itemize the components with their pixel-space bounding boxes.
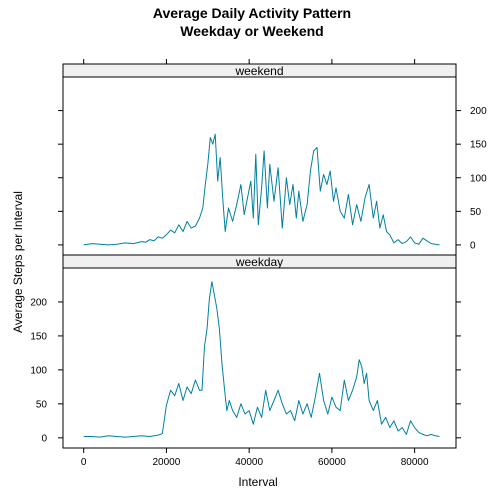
panel-weekday: weekday [62, 254, 457, 449]
strip-label-weekday: weekday [235, 255, 283, 269]
y-axis-label: Average Steps per Interval [11, 191, 25, 333]
y-tick-label-weekday-50: 50 [36, 399, 48, 410]
x-tick-label-40000: 40000 [235, 457, 263, 468]
x-tick-label-0: 0 [81, 457, 87, 468]
x-tick-label-80000: 80000 [401, 457, 429, 468]
y-tick-label-weekday-200: 200 [30, 297, 47, 308]
y-tick-label-weekday-100: 100 [30, 365, 47, 376]
y-tick-label-weekday-150: 150 [30, 331, 47, 342]
y-tick-label-weekend-200: 200 [470, 106, 487, 117]
series-line-weekend [83, 133, 440, 246]
y-tick-label-weekend-50: 50 [470, 207, 482, 218]
x-tick-label-20000: 20000 [153, 457, 181, 468]
x-axis-label: Interval [238, 475, 277, 489]
y-axis: 0 50 100 150 200 0 50 100 150 200 [30, 106, 487, 444]
panel-weekend: weekend [62, 63, 457, 256]
panel-frame-weekend [62, 76, 457, 256]
y-tick-label-weekend-150: 150 [470, 140, 487, 151]
y-tick-label-weekday-0: 0 [41, 433, 47, 444]
series-line-weekday [83, 281, 440, 438]
strip-label-weekend: weekend [234, 64, 283, 78]
chart-title-line-1: Average Daily Activity Pattern [153, 5, 351, 21]
y-tick-label-weekend-0: 0 [470, 240, 476, 251]
y-tick-label-weekend-100: 100 [470, 173, 487, 184]
panel-frame-weekday [62, 267, 457, 449]
chart-title-line-2: Weekday or Weekend [180, 23, 323, 39]
chart-panels: weekend weekday [62, 63, 457, 449]
x-tick-label-60000: 60000 [318, 457, 346, 468]
x-axis: 0 20000 40000 60000 80000 [81, 59, 429, 468]
